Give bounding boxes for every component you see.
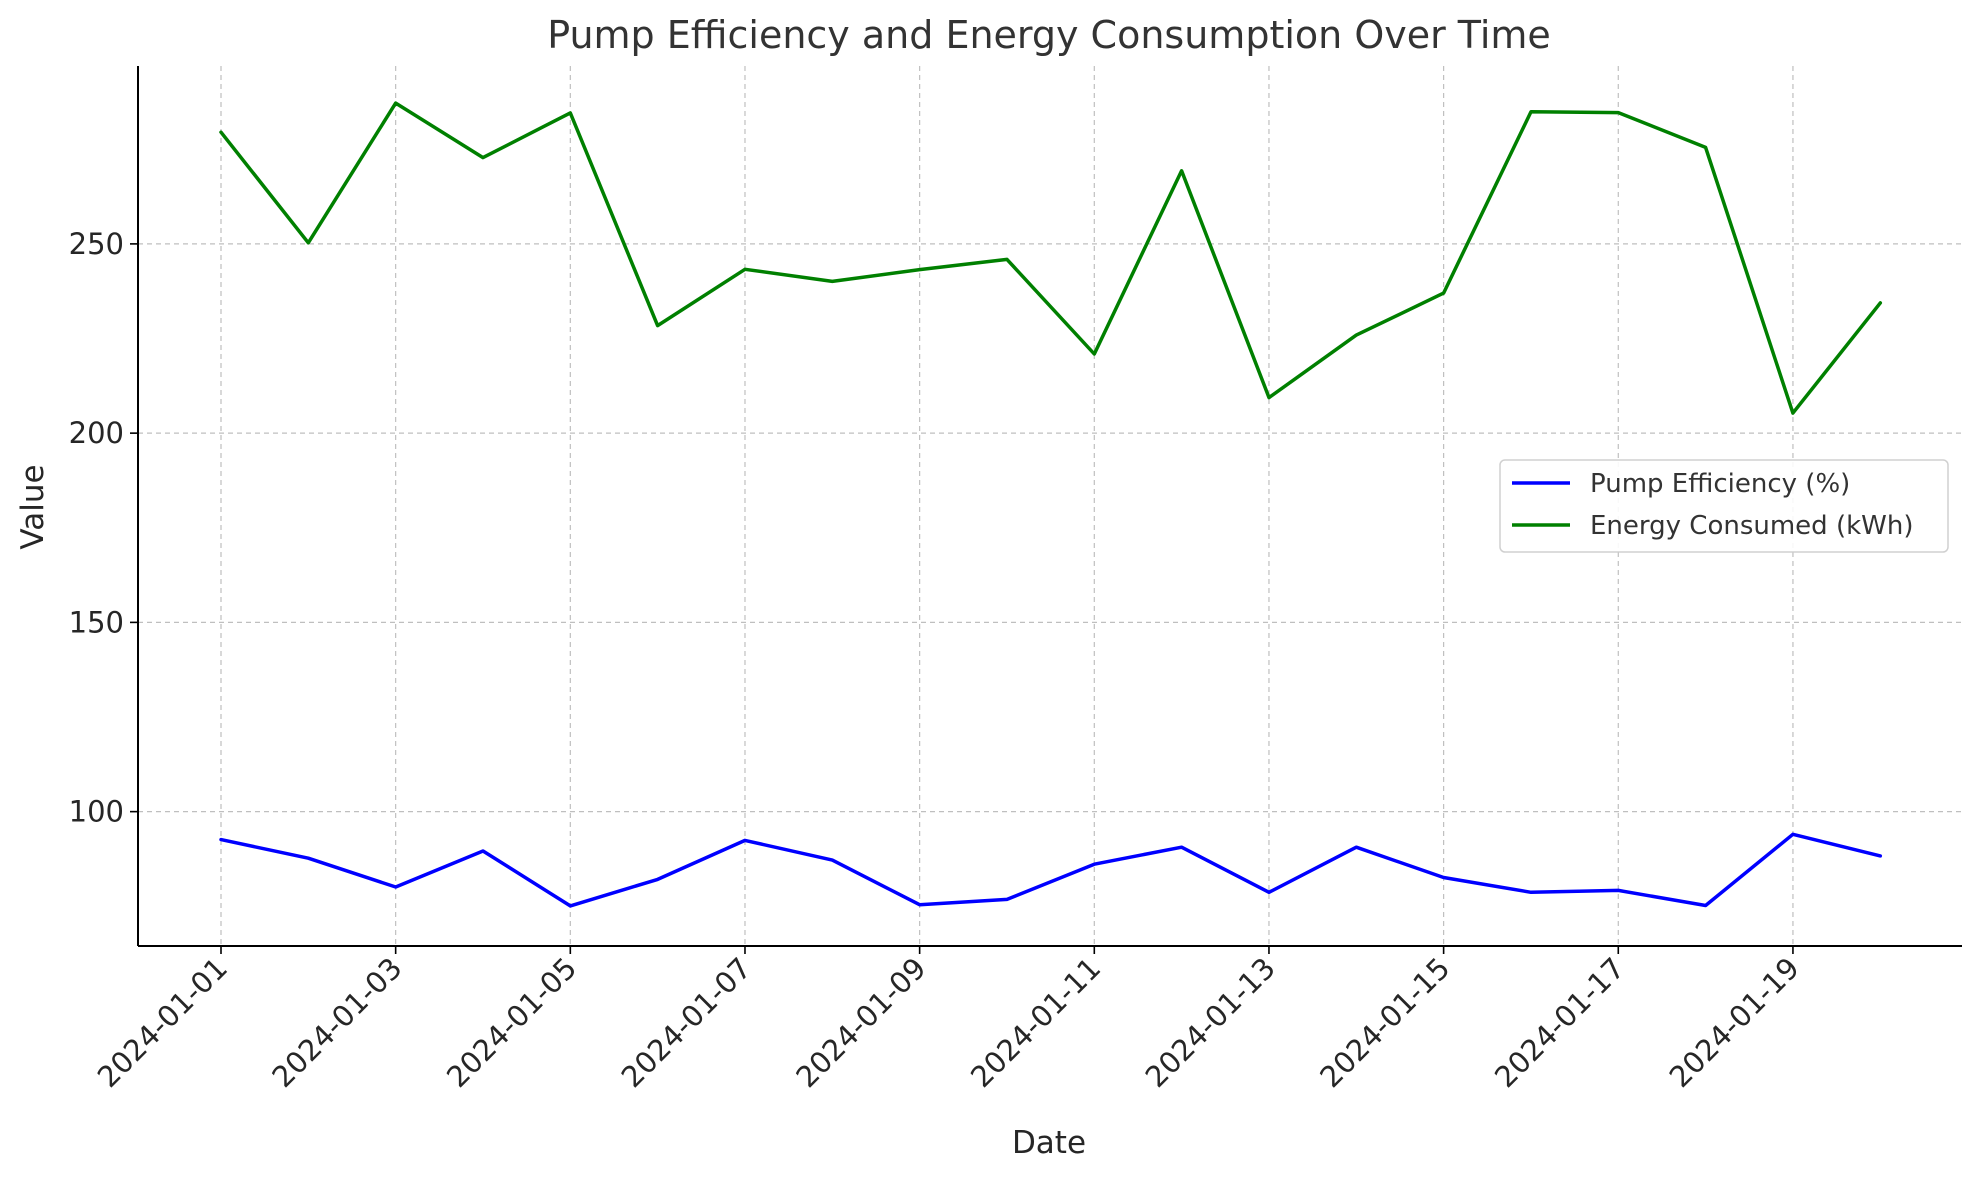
x-tick-label-2024-01-17: 2024-01-17 [1488,951,1631,1094]
y-tick-label-200: 200 [69,416,124,450]
x-tick-label-2024-01-13: 2024-01-13 [1139,951,1282,1094]
x-tick-label-2024-01-03: 2024-01-03 [265,951,408,1094]
x-tick-label-2024-01-11: 2024-01-11 [964,951,1107,1094]
series-line-energy-consumed [219,101,1883,415]
series-lines [219,101,1883,908]
x-tick-label-2024-01-19: 2024-01-19 [1663,951,1806,1094]
x-tick-label-2024-01-05: 2024-01-05 [440,951,583,1094]
y-axis-title: Value [15,464,51,549]
legend: Pump Efficiency (%) Energy Consumed (kWh… [1499,459,1949,553]
y-axis-ticks: 100 150 200 250 [69,227,138,829]
x-axis-ticks: 2024-01-01 2024-01-03 2024-01-05 2024-01-07… [91,946,1806,1094]
series-line-pump-efficiency [219,832,1883,908]
x-axis-title: Date [1012,1125,1086,1161]
chart-title: Pump Efficiency and Energy Consumption O… [547,13,1551,57]
y-tick-label-100: 100 [69,795,124,829]
vertical-grid [220,66,1794,946]
legend-label-energy: Energy Consumed (kWh) [1590,511,1913,541]
x-tick-label-2024-01-01: 2024-01-01 [91,951,234,1094]
y-tick-label-150: 150 [69,605,124,639]
legend-label-efficiency: Pump Efficiency (%) [1590,469,1850,499]
legend-box [1499,459,1949,553]
x-tick-label-2024-01-07: 2024-01-07 [615,951,758,1094]
x-tick-label-2024-01-15: 2024-01-15 [1313,951,1456,1094]
horizontal-grid [138,243,1962,813]
y-tick-label-250: 250 [69,227,124,261]
x-tick-label-2024-01-09: 2024-01-09 [789,951,932,1094]
